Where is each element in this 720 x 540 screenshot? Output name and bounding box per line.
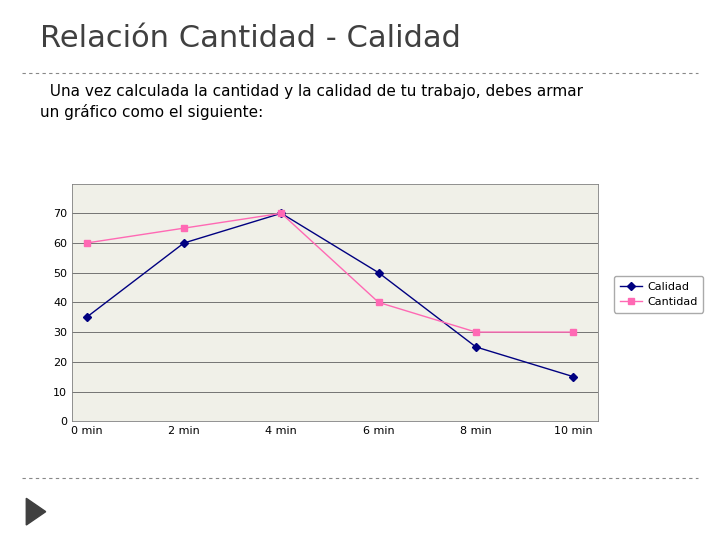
Line: Cantidad: Cantidad [84,211,576,335]
Cantidad [179,225,188,231]
Cantidad [569,329,577,335]
Polygon shape [27,498,46,525]
Text: un gráfico como el siguiente:: un gráfico como el siguiente: [40,104,263,120]
Cantidad [374,299,383,306]
Calidad [179,240,188,246]
Calidad [569,374,577,380]
Text: Una vez calculada la cantidad y la calidad de tu trabajo, debes armar: Una vez calculada la cantidad y la calid… [40,84,582,99]
Calidad [82,314,91,320]
Cantidad [277,210,286,217]
Text: Relación Cantidad - Calidad: Relación Cantidad - Calidad [40,24,461,53]
Calidad [277,210,286,217]
Line: Calidad: Calidad [84,211,576,380]
Legend: Calidad, Cantidad: Calidad, Cantidad [614,276,703,313]
Calidad [472,343,480,350]
Cantidad [82,240,91,246]
Cantidad [472,329,480,335]
Calidad [374,269,383,276]
